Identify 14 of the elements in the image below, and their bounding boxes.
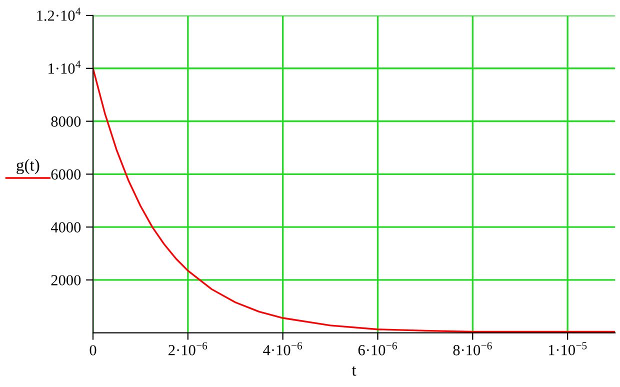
y-tick-label: 6000 — [51, 169, 81, 180]
y-tick-label: 2000 — [51, 275, 81, 286]
text: g(t) — [16, 158, 40, 174]
x-tick-label: 1·10$^{−5}$ — [548, 342, 587, 356]
x-tick-label: 2·10$^{−6}$ — [168, 342, 208, 356]
y-tick-label: 4000 — [50, 222, 81, 232]
x-tick-label: 0 — [90, 345, 96, 356]
y-tick-label: 1·10$^{4}$ — [48, 60, 81, 74]
x-tick-label: 6·10$^{−6}$ — [358, 342, 397, 356]
x-axis-title: t — [352, 366, 356, 376]
y-tick-label: 8000 — [51, 116, 81, 127]
x-tick-label: 4·10$^{−6}$ — [263, 342, 302, 356]
y-tick-label: 1.2·10$^{4}$ — [37, 8, 81, 21]
x-tick-label: 8·10$^{−6}$ — [453, 342, 492, 356]
